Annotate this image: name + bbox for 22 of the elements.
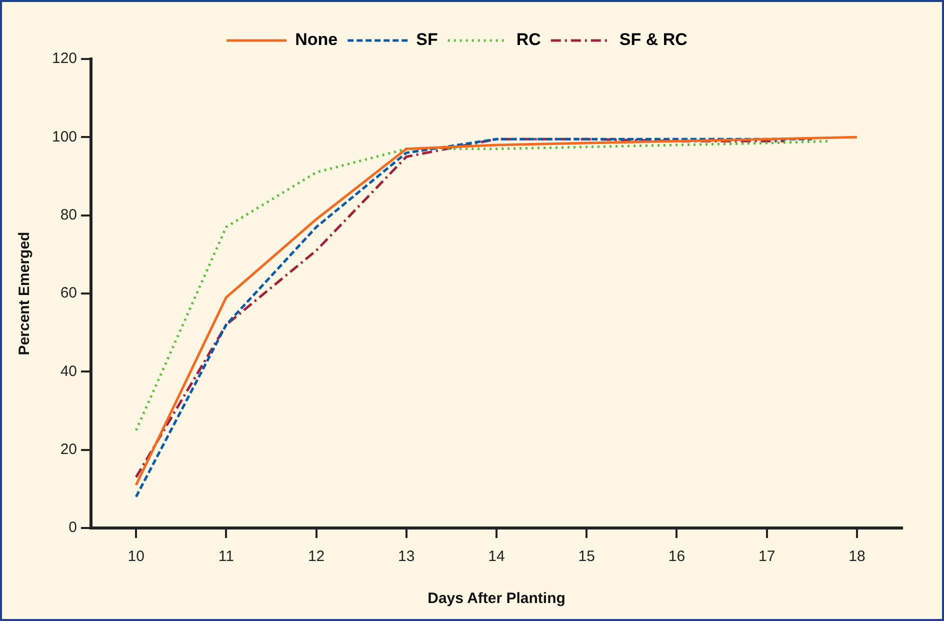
- x-tick-label: 17: [758, 548, 776, 566]
- x-tick-label: 10: [128, 548, 144, 566]
- y-tick-label: 120: [52, 50, 78, 68]
- legend-label: RC: [516, 30, 541, 50]
- legend-label: None: [295, 30, 338, 50]
- legend-label: SF: [416, 30, 438, 50]
- y-tick-label: 100: [52, 128, 78, 146]
- x-tick-label: 11: [218, 548, 234, 566]
- x-tick-label: 12: [308, 548, 325, 566]
- y-tick-label: 0: [68, 519, 78, 536]
- legend-label: SF & RC: [619, 30, 688, 50]
- x-tick-label: 16: [668, 548, 686, 566]
- y-tick-label: 80: [60, 206, 78, 224]
- y-tick-label: 40: [60, 362, 78, 380]
- y-axis-title: Percent Emerged: [16, 232, 34, 356]
- x-tick-label: 18: [848, 548, 866, 566]
- x-tick-label: 13: [398, 548, 415, 566]
- y-tick-label: 60: [60, 284, 78, 302]
- x-tick-label: 14: [488, 548, 505, 566]
- y-tick-label: 20: [60, 440, 78, 458]
- x-tick-label: 15: [578, 548, 595, 566]
- x-axis-title: Days After Planting: [428, 590, 566, 608]
